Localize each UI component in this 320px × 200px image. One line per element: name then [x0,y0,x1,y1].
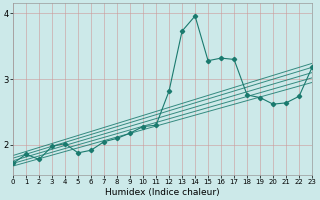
X-axis label: Humidex (Indice chaleur): Humidex (Indice chaleur) [105,188,220,197]
